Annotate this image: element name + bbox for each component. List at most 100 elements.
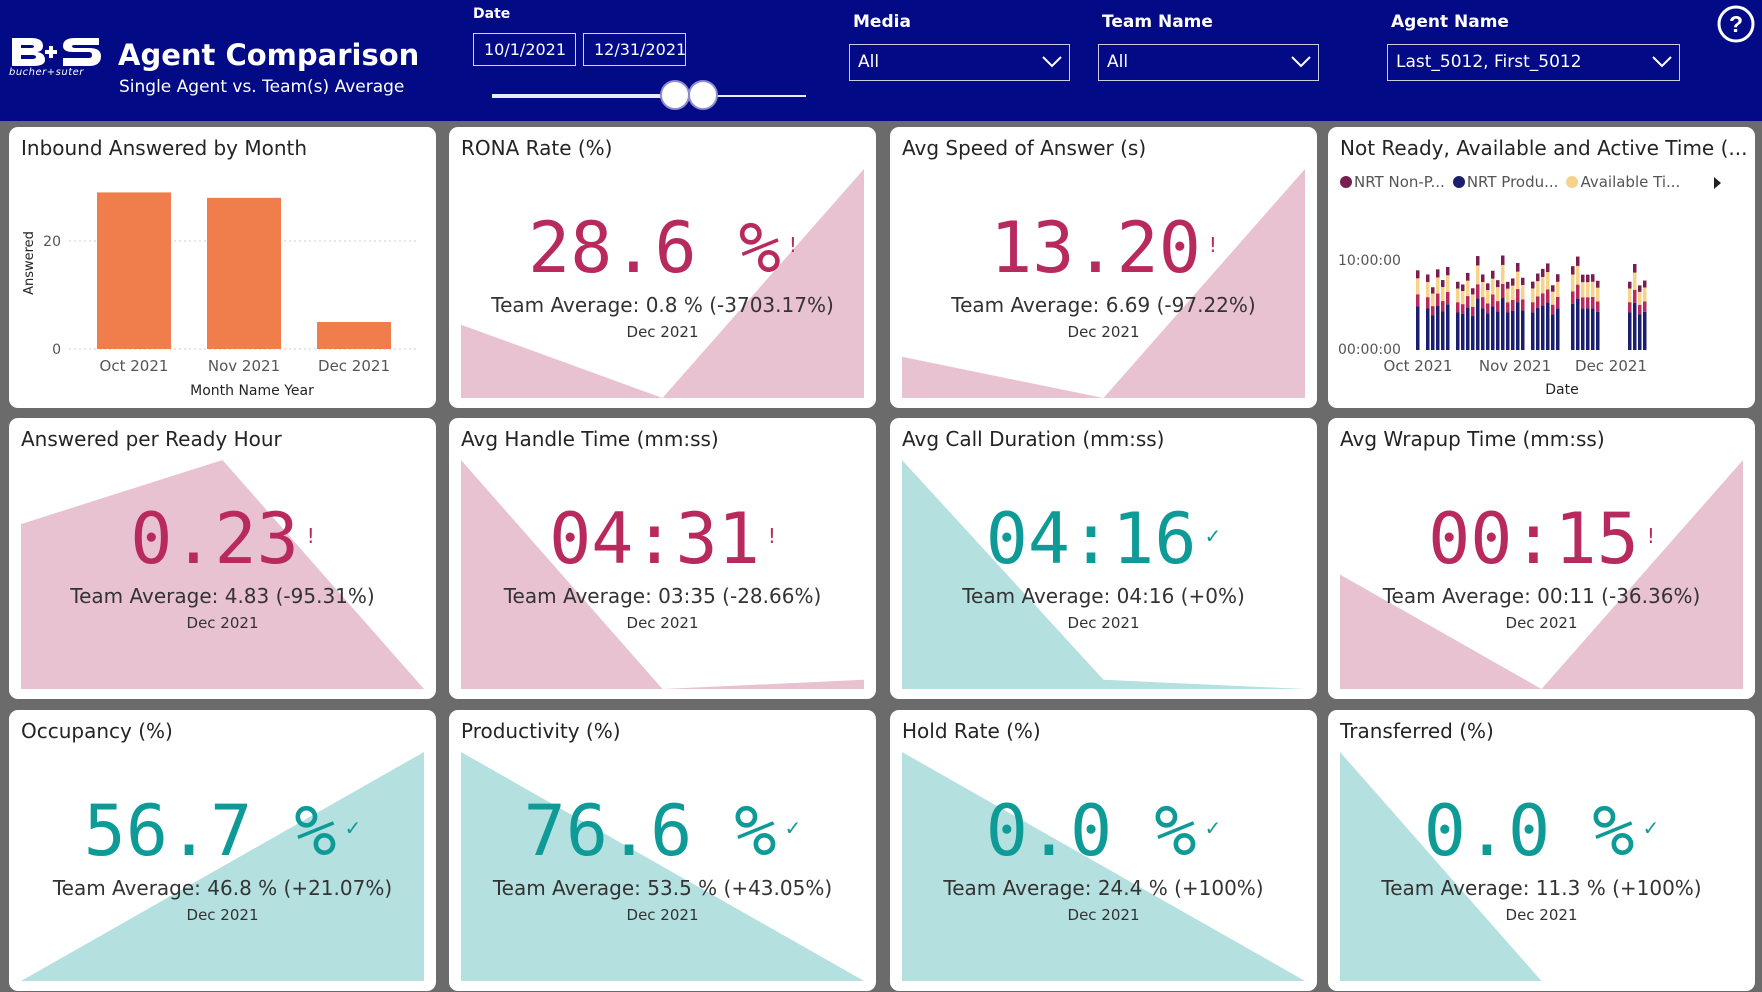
team-average: Team Average: 0.8 % (-3703.17%): [491, 293, 834, 317]
time-bar-segment: [1466, 296, 1470, 308]
y-tick-label: 20: [43, 234, 61, 250]
date-slider-end-handle[interactable]: [688, 80, 718, 110]
date-start-input[interactable]: 10/1/2021: [473, 33, 576, 66]
time-bar-segment: [1501, 255, 1505, 265]
date-slider-start-handle[interactable]: [660, 80, 690, 110]
bar[interactable]: [97, 192, 171, 349]
kpi-value: 04:31!: [449, 498, 876, 580]
time-bar-segment: [1496, 280, 1500, 288]
time-bar-segment: [1581, 308, 1585, 350]
team-dropdown[interactable]: All: [1098, 44, 1319, 81]
y-axis-title: Answered: [22, 231, 37, 295]
time-bar-segment: [1643, 287, 1647, 302]
x-axis-title: Month Name Year: [190, 383, 314, 399]
kpi-period: Dec 2021: [186, 906, 259, 924]
checkmark-icon: ✓: [344, 816, 362, 840]
chevron-down-icon: [1042, 56, 1062, 68]
kpi-period: Dec 2021: [626, 614, 699, 632]
kpi-card[interactable]: Avg Call Duration (mm:ss) 04:16 ✓ Team Aver…: [890, 418, 1317, 699]
time-bar-segment: [1441, 287, 1445, 302]
kpi-value: 00:15!: [1328, 498, 1755, 580]
kpi-card[interactable]: Avg Handle Time (mm:ss) 04:31! Team Averag…: [449, 418, 876, 699]
kpi-period: Dec 2021: [1505, 614, 1578, 632]
kpi-value: 76.6 % ✓: [449, 790, 876, 872]
kpi-card[interactable]: Answered per Ready Hour 0.23! Team Average…: [9, 418, 436, 699]
time-bar-segment: [1531, 302, 1535, 313]
date-slider-range: [492, 94, 676, 98]
kpi-value: 0.0 % ✓: [890, 790, 1317, 872]
time-bar-segment: [1633, 302, 1637, 350]
time-bar-segment: [1441, 280, 1445, 288]
kpi-card[interactable]: Avg Speed of Answer (s) 13.20! Team Averag…: [890, 127, 1317, 408]
bar[interactable]: [207, 197, 281, 349]
x-tick-label: Oct 2021: [1384, 357, 1453, 375]
time-bar-segment: [1436, 305, 1440, 350]
report-header: bucher+suter Agent Comparison Single Age…: [0, 0, 1762, 121]
time-bar-segment: [1511, 278, 1515, 286]
kpi-period: Dec 2021: [1067, 323, 1140, 341]
trend-area-chart: [21, 460, 424, 689]
time-bar-segment: [1506, 281, 1510, 289]
time-bar-segment: [1571, 303, 1575, 350]
legend-item[interactable]: Available Ti...: [1566, 173, 1680, 191]
time-bar-segment: [1416, 278, 1420, 295]
card-title: RONA Rate (%): [461, 136, 613, 160]
kpi-card[interactable]: RONA Rate (%) 28.6 %! Team Average: 0.8 % …: [449, 127, 876, 408]
time-bar-segment: [1546, 302, 1550, 350]
trend-area: [1340, 460, 1743, 689]
agent-slicer-label: Agent Name: [1391, 12, 1509, 32]
time-breakdown-card[interactable]: Not Ready, Available and Active Time (..…: [1328, 127, 1755, 408]
trend-area: [461, 752, 864, 981]
y-tick-label: 00:00:00: [1338, 342, 1401, 358]
time-bar-segment: [1581, 274, 1585, 283]
agent-selected-value: Last_5012, First_5012: [1396, 52, 1582, 72]
time-bar-segment: [1531, 281, 1535, 289]
help-icon[interactable]: ?: [1716, 4, 1756, 44]
time-bar-segment: [1586, 297, 1590, 309]
kpi-period: Dec 2021: [1067, 614, 1140, 632]
kpi-value-text: 04:16: [985, 498, 1197, 580]
chevron-down-icon: [1291, 56, 1311, 68]
legend-next-arrow-icon[interactable]: [1714, 177, 1721, 189]
kpi-card[interactable]: Hold Rate (%) 0.0 % ✓ Team Average: 24.4 % …: [890, 710, 1317, 991]
card-title: Answered per Ready Hour: [21, 427, 282, 451]
trend-area: [461, 169, 864, 398]
date-end-input[interactable]: 12/31/2021: [583, 33, 686, 66]
time-bar-segment: [1576, 256, 1580, 266]
kpi-card[interactable]: Transferred (%) 0.0 % ✓ Team Average: 11.3 …: [1328, 710, 1755, 991]
kpi-card[interactable]: Productivity (%) 76.6 % ✓ Team Average: 53.…: [449, 710, 876, 991]
bar[interactable]: [317, 322, 391, 349]
checkmark-icon: ✓: [784, 816, 802, 840]
legend-item[interactable]: NRT Non-P...: [1340, 173, 1445, 191]
time-bar-segment: [1461, 291, 1465, 305]
x-tick-label: Oct 2021: [100, 357, 169, 375]
time-bar-segment: [1461, 304, 1465, 314]
time-bar-segment: [1476, 298, 1480, 350]
exclamation-icon: !: [306, 524, 315, 548]
time-bar-segment: [1501, 298, 1505, 350]
stacked-time-chart: 10:00:00 00:00:00 Oct 2021 Nov 2021 Dec …: [1338, 253, 1647, 398]
checkmark-icon: ✓: [1642, 816, 1660, 840]
time-bar-segment: [1591, 296, 1595, 309]
trend-area: [21, 460, 424, 689]
inbound-answered-card[interactable]: Inbound Answered by Month 0 20 Oct 2021 No…: [9, 127, 436, 408]
legend-dot: [1566, 176, 1579, 188]
time-bar-segment: [1481, 274, 1485, 283]
time-bar-segment: [1546, 289, 1550, 303]
trend-area: [1340, 752, 1743, 981]
time-bar-segment: [1496, 301, 1500, 312]
time-bar-segment: [1556, 281, 1560, 297]
agent-dropdown[interactable]: Last_5012, First_5012: [1387, 44, 1680, 81]
media-slicer-label: Media: [853, 12, 911, 32]
legend-item[interactable]: NRT Produ...: [1452, 173, 1558, 191]
kpi-value-text: 0.0 %: [1423, 790, 1635, 872]
media-dropdown[interactable]: All: [849, 44, 1070, 81]
inbound-bar-chart: 0 20 Oct 2021 Nov 2021 Dec 2021 Month Name …: [22, 192, 419, 399]
time-bar-segment: [1481, 308, 1485, 350]
time-bar-segment: [1446, 291, 1450, 305]
time-bar-segment: [1556, 296, 1560, 309]
card-title: Avg Call Duration (mm:ss): [902, 427, 1165, 451]
kpi-card[interactable]: Avg Wrapup Time (mm:ss) 00:15! Team Averag…: [1328, 418, 1755, 699]
kpi-card[interactable]: Occupancy (%) 56.7 % ✓ Team Average: 46.8 %…: [9, 710, 436, 991]
kpi-value: 0.23!: [9, 498, 436, 580]
